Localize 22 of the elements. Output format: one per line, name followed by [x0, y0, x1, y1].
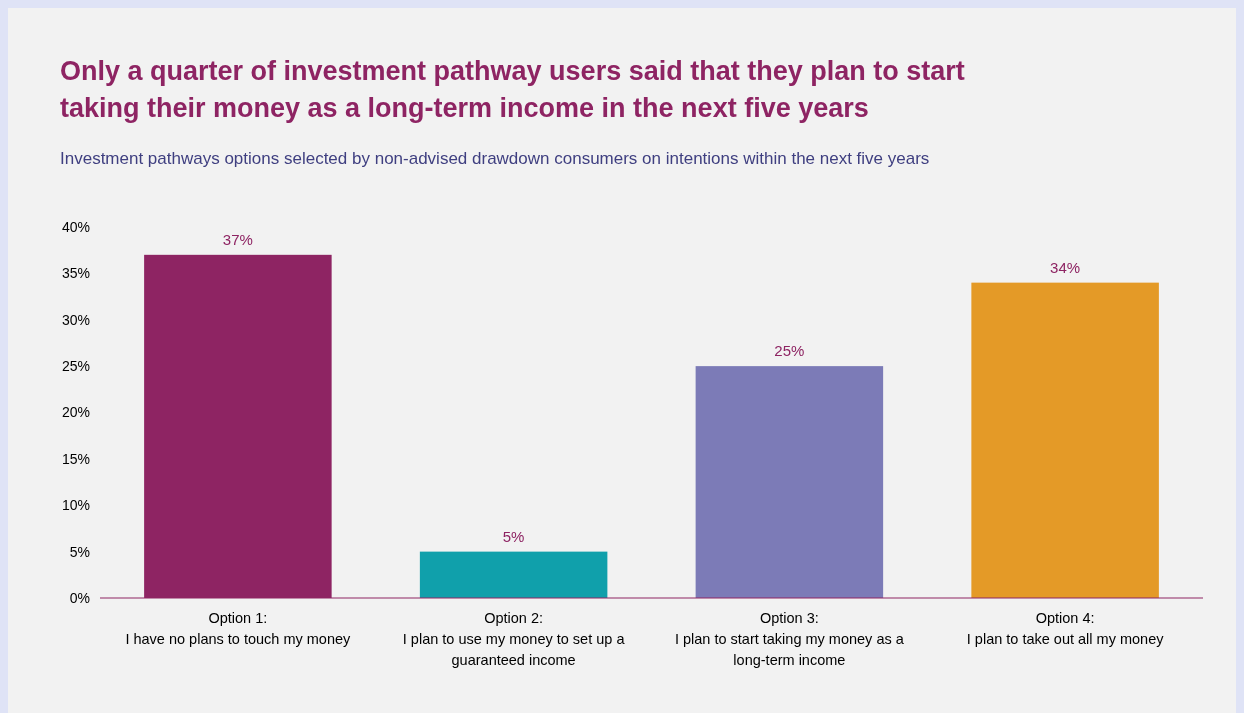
bar: [419, 551, 608, 598]
x-tick-label: Option 3: I plan to start taking my money as a long-term income: [674, 610, 905, 668]
y-tick-label: 20%: [61, 404, 90, 421]
data-label: 5%: [502, 527, 525, 545]
y-tick-label: 15%: [61, 450, 90, 467]
y-tick-label: 25%: [61, 358, 90, 375]
chart-title: Only a quarter of investment pathway users said that they plan to start taking their money as a long-term income in the next five years: [60, 56, 965, 123]
bar: [695, 366, 884, 598]
x-tick-label: Option 2: I plan to use my money to set up a guaranteed income: [402, 610, 626, 668]
y-tick-label: 40%: [61, 218, 90, 235]
bar: [971, 282, 1159, 598]
x-tick-label: Option 1: I have no plans to touch my money: [125, 610, 352, 647]
y-tick-label: 10%: [61, 497, 90, 514]
y-tick-label: 30%: [61, 311, 90, 328]
x-tick-label: Option 4: I plan to take out all my money: [966, 610, 1165, 647]
y-tick-label: 35%: [61, 265, 90, 282]
y-tick-label: 5%: [69, 543, 90, 560]
chart-subtitle: Investment pathways options selected by non-advised drawdown consumers on intentions within the next five years: [60, 149, 930, 168]
data-label: 37%: [222, 230, 253, 248]
y-tick-label: 0%: [69, 589, 90, 606]
data-label: 25%: [774, 342, 805, 360]
data-label: 34%: [1050, 258, 1081, 276]
